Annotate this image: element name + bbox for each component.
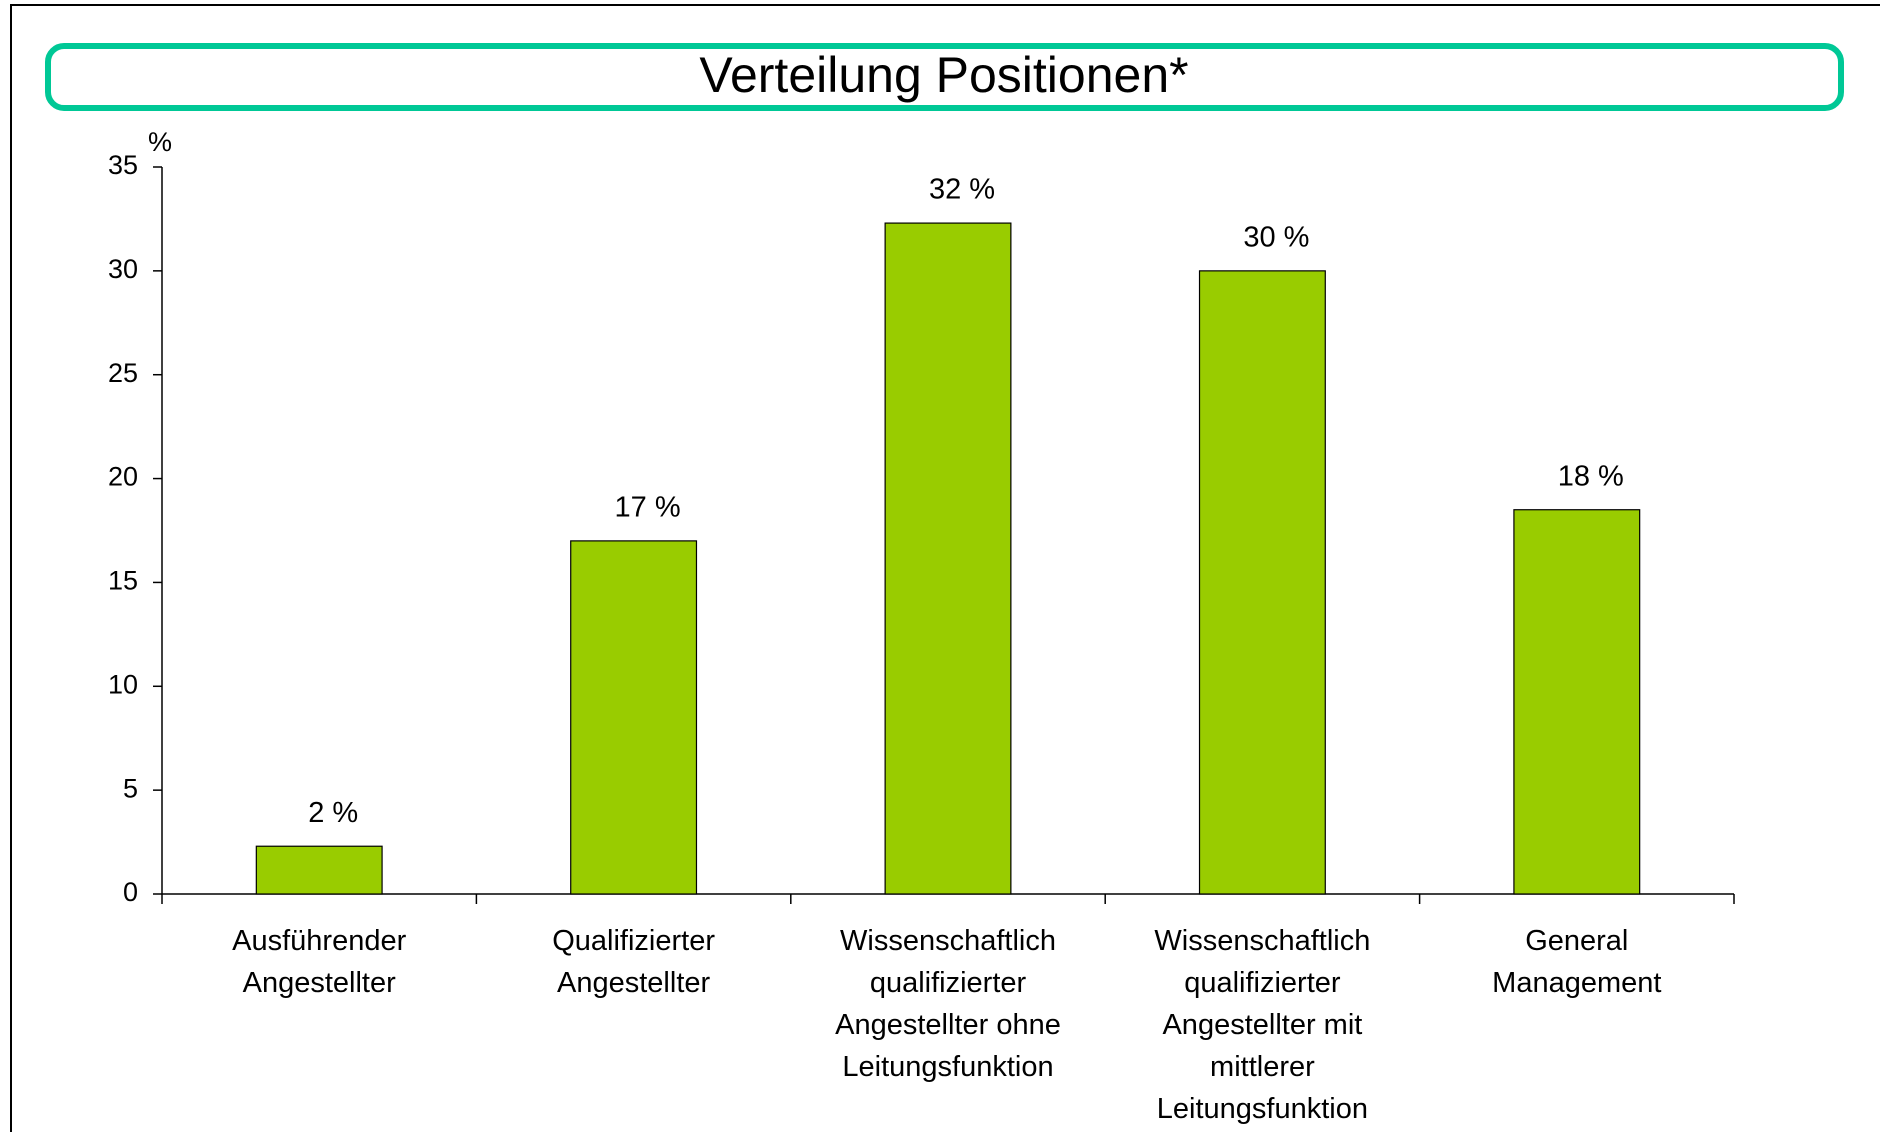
value-label: 32 % [929,174,995,206]
chart-title: Verteilung Positionen* [699,47,1188,103]
value-label: 17 % [615,492,681,524]
y-tick-label: 20 [108,462,138,492]
x-tick-label: General Management [1492,925,1661,999]
y-tick-label: 10 [108,669,138,699]
x-tick-label: Qualifizierter Angestellter [552,925,715,999]
y-tick-label: 25 [108,358,138,388]
y-tick-label: 30 [108,254,138,284]
bar [570,540,698,895]
y-tick-label: 35 [108,150,138,180]
y-tick-label: 0 [123,877,138,907]
frame [10,4,1880,1132]
x-tick-label: Wissenschaftlich qualifizierter Angestellt… [1154,925,1370,1125]
value-label: 2 % [308,797,358,829]
x-tick-label: Ausführender Angestellter [232,925,406,999]
y-tick-label: 15 [108,566,138,596]
value-label: 30 % [1243,222,1309,254]
x-tick-label: Wissenschaftlich qualifizierter Angestellt… [835,925,1061,1083]
title-box [45,43,1844,111]
y-tick-label: 5 [123,773,138,803]
bar [884,222,1012,895]
value-label: 18 % [1558,460,1624,492]
y-unit: % [148,127,172,157]
bar [1198,270,1326,895]
bar [1513,509,1641,895]
bar [255,845,383,895]
